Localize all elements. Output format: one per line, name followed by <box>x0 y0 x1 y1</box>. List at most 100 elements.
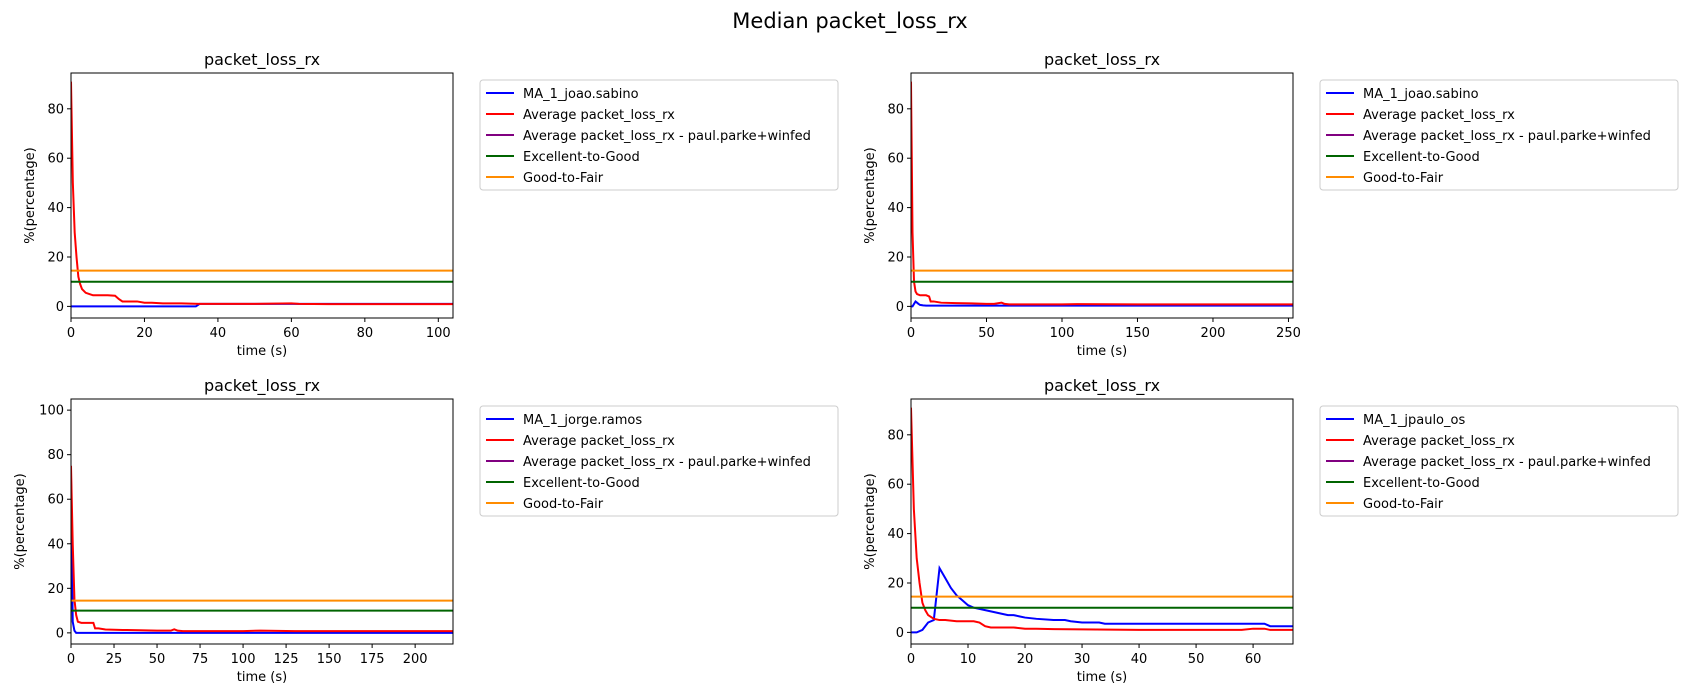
x-tick-label: 100 <box>1050 326 1075 341</box>
legend-label: Good-to-Fair <box>1363 171 1444 186</box>
legend-label: MA_1_jpaulo_os <box>1363 413 1465 428</box>
legend-label: MA_1_joao.sabino <box>523 87 639 102</box>
x-tick-label: 20 <box>136 326 153 341</box>
x-axis-label: time (s) <box>1077 670 1127 685</box>
y-tick-label: 60 <box>47 493 64 508</box>
x-tick-label: 250 <box>1276 326 1301 341</box>
x-tick-label: 30 <box>1074 652 1091 667</box>
legend-label: MA_1_joao.sabino <box>1363 87 1479 102</box>
y-tick-label: 80 <box>47 102 64 117</box>
series-line-3-1 <box>71 476 453 634</box>
y-tick-label: 80 <box>47 448 64 463</box>
subplot-title: packet_loss_rx <box>1044 50 1160 70</box>
y-tick-label: 40 <box>887 527 904 542</box>
series-line-4-2 <box>911 407 1293 631</box>
legend-label: Average packet_loss_rx <box>1363 434 1515 449</box>
x-axis-label: time (s) <box>237 670 287 685</box>
axes-frame <box>910 398 1294 645</box>
legend: MA_1_jpaulo_os Average packet_loss_rx Aver… <box>1319 405 1679 517</box>
x-axis-label: time (s) <box>1077 344 1127 359</box>
x-tick-label: 0 <box>907 326 915 341</box>
y-tick-label: 40 <box>47 537 64 552</box>
y-tick-label: 20 <box>47 250 64 265</box>
y-tick-label: 60 <box>47 152 64 167</box>
y-axis-label: %(percentage) <box>23 147 38 244</box>
x-tick-label: 60 <box>283 326 300 341</box>
y-tick-label: 60 <box>887 478 904 493</box>
subplot-4: 0 10 20 30 40 50 60 0 20 40 60 80 packet_loss_rxtime… <box>863 376 1679 685</box>
x-tick-label: 50 <box>149 652 166 667</box>
subplot-2: 0 50 100 150 200 250 0 20 40 60 80 packet_loss_rxti… <box>863 50 1679 359</box>
legend-label: Average packet_loss_rx <box>523 434 675 449</box>
y-tick-label: 60 <box>887 152 904 167</box>
legend-label: Average packet_loss_rx - paul.parke+winf… <box>523 455 811 470</box>
y-tick-label: 0 <box>896 300 904 315</box>
figure-suptitle: Median packet_loss_rx <box>732 9 968 33</box>
series-line-2-2 <box>911 81 1293 306</box>
series-line-3-2 <box>71 465 453 633</box>
x-tick-label: 200 <box>403 652 428 667</box>
series-line-4-1 <box>911 565 1293 634</box>
legend-label: Excellent-to-Good <box>523 476 640 491</box>
y-axis-label: %(percentage) <box>863 473 878 570</box>
legend: MA_1_joao.sabino Average packet_loss_rx Av… <box>1319 79 1679 191</box>
legend-frame <box>479 79 839 191</box>
y-tick-label: 20 <box>887 576 904 591</box>
x-tick-label: 60 <box>1245 652 1262 667</box>
series-line-2-1 <box>911 299 1293 308</box>
legend-label: Excellent-to-Good <box>523 150 640 165</box>
legend-label: Good-to-Fair <box>523 171 604 186</box>
y-tick-label: 20 <box>47 582 64 597</box>
legend-label: Average packet_loss_rx <box>1363 108 1515 123</box>
axes-frame <box>910 72 1294 319</box>
axes-frame <box>70 398 454 645</box>
legend-label: Average packet_loss_rx - paul.parke+winf… <box>1363 455 1651 470</box>
legend-label: Excellent-to-Good <box>1363 150 1480 165</box>
legend: MA_1_jorge.ramos Average packet_loss_rx Av… <box>479 405 839 517</box>
y-tick-label: 40 <box>887 201 904 216</box>
legend-label: Average packet_loss_rx - paul.parke+winf… <box>523 129 811 144</box>
x-tick-label: 40 <box>1131 652 1148 667</box>
x-tick-label: 50 <box>1188 652 1205 667</box>
legend-label: Average packet_loss_rx - paul.parke+winf… <box>1363 129 1651 144</box>
x-tick-label: 125 <box>274 652 299 667</box>
y-axis-label: %(percentage) <box>863 147 878 244</box>
subplot-1: 0 20 40 60 80 100 0 20 40 60 80 packet_loss_rxtime … <box>23 50 839 359</box>
x-tick-label: 100 <box>231 652 256 667</box>
y-tick-label: 80 <box>887 102 904 117</box>
legend: MA_1_joao.sabino Average packet_loss_rx Av… <box>479 79 839 191</box>
x-tick-label: 100 <box>426 326 451 341</box>
x-tick-label: 40 <box>210 326 227 341</box>
x-tick-label: 50 <box>978 326 995 341</box>
subplot-title: packet_loss_rx <box>204 50 320 70</box>
y-tick-label: 0 <box>896 626 904 641</box>
y-tick-label: 80 <box>887 428 904 443</box>
x-tick-label: 25 <box>106 652 123 667</box>
legend-label: MA_1_jorge.ramos <box>523 413 642 428</box>
y-tick-label: 20 <box>887 250 904 265</box>
x-axis-label: time (s) <box>237 344 287 359</box>
legend-frame <box>1319 79 1679 191</box>
y-tick-label: 100 <box>39 404 64 419</box>
legend-label: Average packet_loss_rx <box>523 108 675 123</box>
x-tick-label: 75 <box>192 652 209 667</box>
x-tick-label: 175 <box>360 652 385 667</box>
legend-frame <box>479 405 839 517</box>
x-tick-label: 0 <box>67 652 75 667</box>
y-tick-label: 0 <box>56 626 64 641</box>
x-tick-label: 80 <box>357 326 374 341</box>
x-tick-label: 20 <box>1017 652 1034 667</box>
legend-frame <box>1319 405 1679 517</box>
axes-frame <box>70 72 454 319</box>
y-tick-label: 0 <box>56 300 64 315</box>
legend-label: Good-to-Fair <box>1363 497 1444 512</box>
x-tick-label: 150 <box>317 652 342 667</box>
x-tick-label: 0 <box>67 326 75 341</box>
subplot-3: 0 25 50 75 100 125 150 175 200 0 20 40 60 80 100 packet… <box>13 376 839 685</box>
y-axis-label: %(percentage) <box>13 473 28 570</box>
x-tick-label: 150 <box>1125 326 1150 341</box>
y-tick-label: 40 <box>47 201 64 216</box>
x-tick-label: 200 <box>1201 326 1226 341</box>
legend-label: Excellent-to-Good <box>1363 476 1480 491</box>
